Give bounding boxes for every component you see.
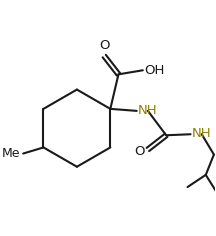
Text: OH: OH <box>144 64 164 77</box>
Text: O: O <box>134 145 145 158</box>
Text: Me: Me <box>2 147 21 160</box>
Text: NH: NH <box>138 104 157 117</box>
Text: NH: NH <box>192 127 211 140</box>
Text: O: O <box>99 39 110 52</box>
